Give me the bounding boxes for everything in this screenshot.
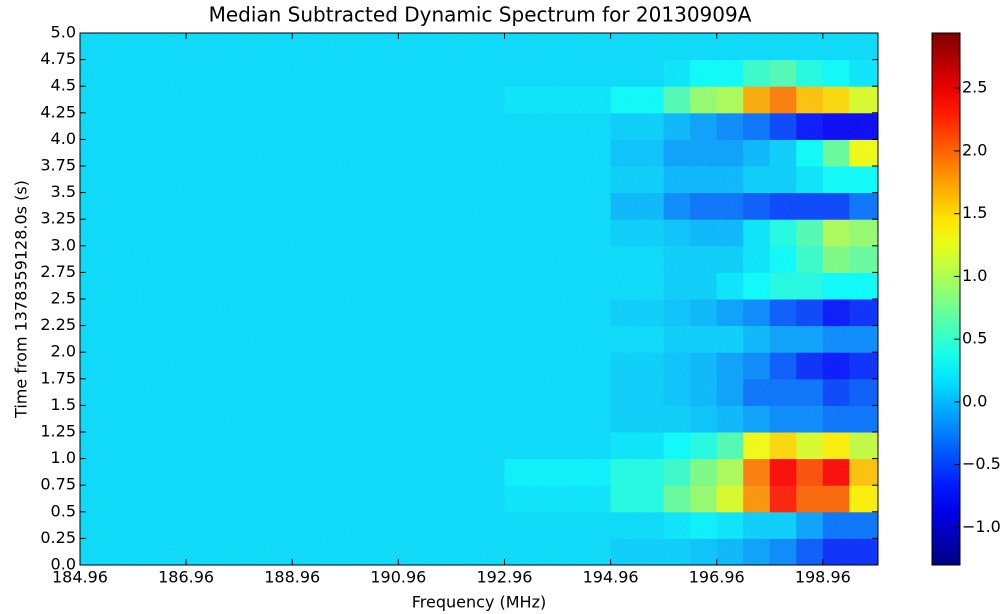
- y-axis-label: Time from 1378359128.0s (s): [12, 180, 31, 419]
- x-tick-label: 190.96: [370, 568, 426, 587]
- x-tick-label: 194.96: [583, 568, 639, 587]
- y-tick-label: 1.0: [51, 448, 76, 467]
- y-tick-label: 0.25: [40, 528, 76, 547]
- x-axis-label: Frequency (MHz): [412, 593, 546, 612]
- colorbar-tick-label: 1.5: [962, 203, 987, 222]
- x-tick-label: 186.96: [158, 568, 214, 587]
- y-tick-label: 0.75: [40, 475, 76, 494]
- y-tick-label: 2.0: [51, 342, 76, 361]
- noise-texture: [80, 33, 878, 565]
- colorbar: [931, 32, 961, 566]
- x-tick-label: 196.96: [689, 568, 745, 587]
- y-tick-label: 3.0: [51, 235, 76, 254]
- y-tick-label: 5.0: [51, 23, 76, 42]
- y-tick-label: 4.75: [40, 49, 76, 68]
- colorbar-tick-label: 0.5: [962, 329, 987, 348]
- y-tick-label: 4.0: [51, 129, 76, 148]
- colorbar-tick-label: 1.0: [962, 266, 987, 285]
- colorbar-tick-label: 2.0: [962, 140, 987, 159]
- y-tick-label: 3.75: [40, 156, 76, 175]
- x-tick-label: 198.96: [795, 568, 851, 587]
- colorbar-tick-label: −1.0: [962, 517, 1001, 536]
- y-tick-label: 4.25: [40, 102, 76, 121]
- y-tick-label: 2.25: [40, 315, 76, 334]
- x-tick-label: 184.96: [52, 568, 108, 587]
- y-tick-label: 0.0: [51, 555, 76, 574]
- y-tick-label: 1.75: [40, 368, 76, 387]
- chart-title: Median Subtracted Dynamic Spectrum for 2…: [209, 3, 752, 27]
- x-tick-label: 188.96: [264, 568, 320, 587]
- y-tick-label: 2.75: [40, 262, 76, 281]
- y-tick-label: 3.25: [40, 209, 76, 228]
- colorbar-tick-label: −0.5: [962, 454, 1001, 473]
- y-tick-label: 4.5: [51, 76, 76, 95]
- y-tick-label: 1.5: [51, 395, 76, 414]
- y-tick-label: 0.5: [51, 501, 76, 520]
- y-tick-label: 3.5: [51, 182, 76, 201]
- y-tick-label: 1.25: [40, 422, 76, 441]
- x-tick-label: 192.96: [476, 568, 532, 587]
- y-tick-label: 2.5: [51, 289, 76, 308]
- colorbar-tick-label: 2.5: [962, 78, 987, 97]
- colorbar-tick-label: 0.0: [962, 391, 987, 410]
